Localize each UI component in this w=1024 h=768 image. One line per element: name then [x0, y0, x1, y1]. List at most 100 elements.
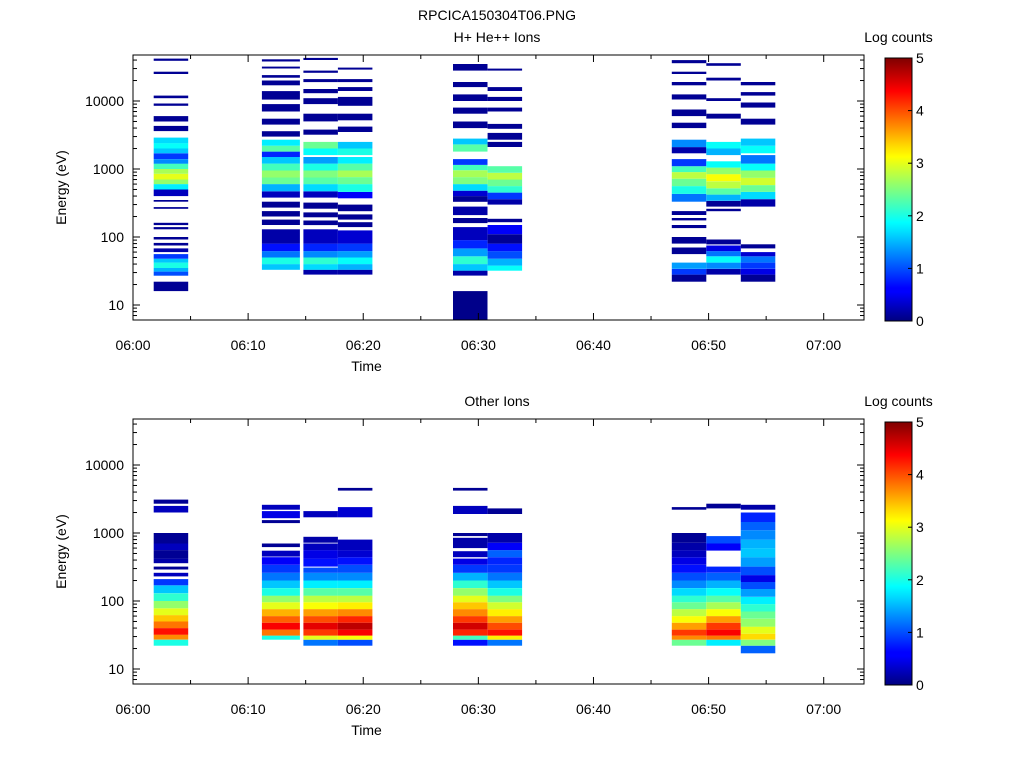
spectrogram-cell	[153, 579, 189, 586]
spectrogram-cell	[671, 542, 707, 551]
spectrogram-cell	[487, 218, 523, 223]
spectrogram-cell	[453, 256, 488, 264]
spectrogram-cell	[261, 145, 300, 152]
spectrogram-cell	[153, 95, 189, 99]
spectrogram-cell	[740, 170, 776, 178]
spectrogram-cell	[706, 566, 741, 573]
spectrogram-cell	[453, 164, 488, 171]
spectrogram-cell	[706, 239, 741, 245]
spectrogram-cell	[261, 80, 300, 86]
spectrogram-cell	[453, 82, 488, 88]
spectrogram-cell	[261, 151, 300, 157]
spectrogram-cell	[740, 530, 776, 540]
plot-frame	[132, 418, 865, 685]
spectrogram-cell	[706, 245, 741, 252]
spectrogram-cell	[153, 533, 189, 544]
spectrogram-cell	[337, 230, 373, 244]
x-axis-label: Time	[351, 722, 382, 738]
colorbar-ticks: 0 1 2 3 4 5	[908, 50, 924, 329]
spectrogram-cell	[706, 167, 741, 175]
spectrogram-cell	[453, 190, 488, 197]
spectrogram-cell	[261, 177, 300, 185]
spectrogram-cell	[303, 588, 338, 596]
spectrogram-cell	[153, 268, 189, 272]
spectrogram-cell	[153, 242, 189, 246]
spectrogram-cell	[337, 79, 373, 83]
spectrogram-cell	[337, 191, 373, 199]
colorbar-tick-label: 5	[916, 50, 924, 66]
spectrogram-cell	[706, 588, 741, 596]
spectrogram-cell	[453, 564, 488, 573]
spectrogram-cell	[153, 58, 189, 61]
spectrogram-cell	[337, 214, 373, 220]
spectrogram-cell	[153, 572, 189, 577]
spectrogram-cell	[453, 595, 488, 603]
spectrogram-cell	[337, 96, 373, 106]
y-tick-label: 10	[108, 661, 124, 677]
spectrogram-cell	[671, 635, 707, 640]
spectrogram-cell	[153, 148, 189, 154]
spectrogram-cell	[671, 139, 707, 148]
spectrogram-cell	[303, 113, 338, 122]
spectrogram-cell	[453, 138, 488, 145]
spectrogram-cell	[671, 622, 707, 630]
figure-title: RPCICA150304T06.PNG	[418, 7, 576, 23]
spectrogram-cell	[671, 602, 707, 610]
spectrogram-cell	[740, 252, 776, 257]
colorbar-gradient	[884, 421, 913, 686]
spectrogram-cell	[303, 550, 338, 559]
spectrogram-cell	[337, 148, 373, 156]
spectrogram-cell	[453, 264, 488, 271]
spectrogram-cell	[153, 163, 189, 169]
spectrogram-cell	[706, 194, 741, 201]
spectrogram-cell	[337, 635, 373, 640]
spectrogram-cell	[706, 181, 741, 189]
spectrogram-cell	[671, 609, 707, 617]
spectrogram-cell	[487, 635, 523, 640]
spectrogram-cell	[261, 91, 300, 100]
panel-other-ions: Other Ions 06:00 06:10 06:20 06:30 06:40 06:5…	[53, 393, 933, 738]
spectrogram-cell	[706, 148, 741, 156]
spectrogram-cell	[671, 507, 707, 510]
spectrogram-cell	[303, 141, 338, 149]
spectrogram-cell	[740, 604, 776, 612]
spectrogram-cell	[337, 595, 373, 603]
spectrogram-cell	[153, 601, 189, 609]
spectrogram-cell	[487, 550, 523, 558]
spectrogram-cell	[740, 274, 776, 282]
spectrogram-cell	[706, 77, 741, 81]
spectrogram-cell	[740, 522, 776, 531]
spectrogram-cell	[261, 609, 300, 617]
colorbar-gradient	[884, 57, 913, 322]
spectrogram-cell	[303, 536, 338, 543]
spectrogram-cell	[303, 558, 338, 567]
spectrogram-cell	[261, 588, 300, 596]
spectrogram-cell	[740, 145, 776, 154]
colorbar-label: Log counts	[864, 29, 933, 45]
spectrogram-cell	[337, 629, 373, 636]
spectrogram-cell	[487, 564, 523, 573]
spectrogram-cell	[337, 170, 373, 178]
spectrogram-cell	[706, 616, 741, 623]
spectrogram-cell	[261, 511, 300, 519]
spectrogram-cell	[453, 64, 488, 71]
spectrogram-cell	[487, 542, 523, 551]
spectrogram-cell	[740, 611, 776, 619]
spectrogram-cell	[337, 507, 373, 518]
spectrogram-cell	[303, 251, 338, 258]
x-tick-label: 06:50	[691, 337, 726, 353]
spectrogram-cell	[337, 184, 373, 192]
spectrogram-cell	[487, 172, 523, 180]
spectrogram-cell	[671, 166, 707, 173]
spectrogram-cell	[261, 219, 300, 225]
spectrogram-cell	[487, 508, 523, 514]
spectrogram-area	[153, 487, 776, 654]
spectrogram-cell	[261, 616, 300, 623]
spectrogram-cell	[706, 503, 741, 509]
plot-frame	[132, 54, 865, 321]
spectrogram-cell	[487, 258, 523, 266]
spectrogram-cell	[740, 566, 776, 576]
spectrogram-cell	[671, 533, 707, 543]
spectrogram-cell	[453, 572, 488, 581]
spectrogram-cell	[671, 71, 707, 74]
